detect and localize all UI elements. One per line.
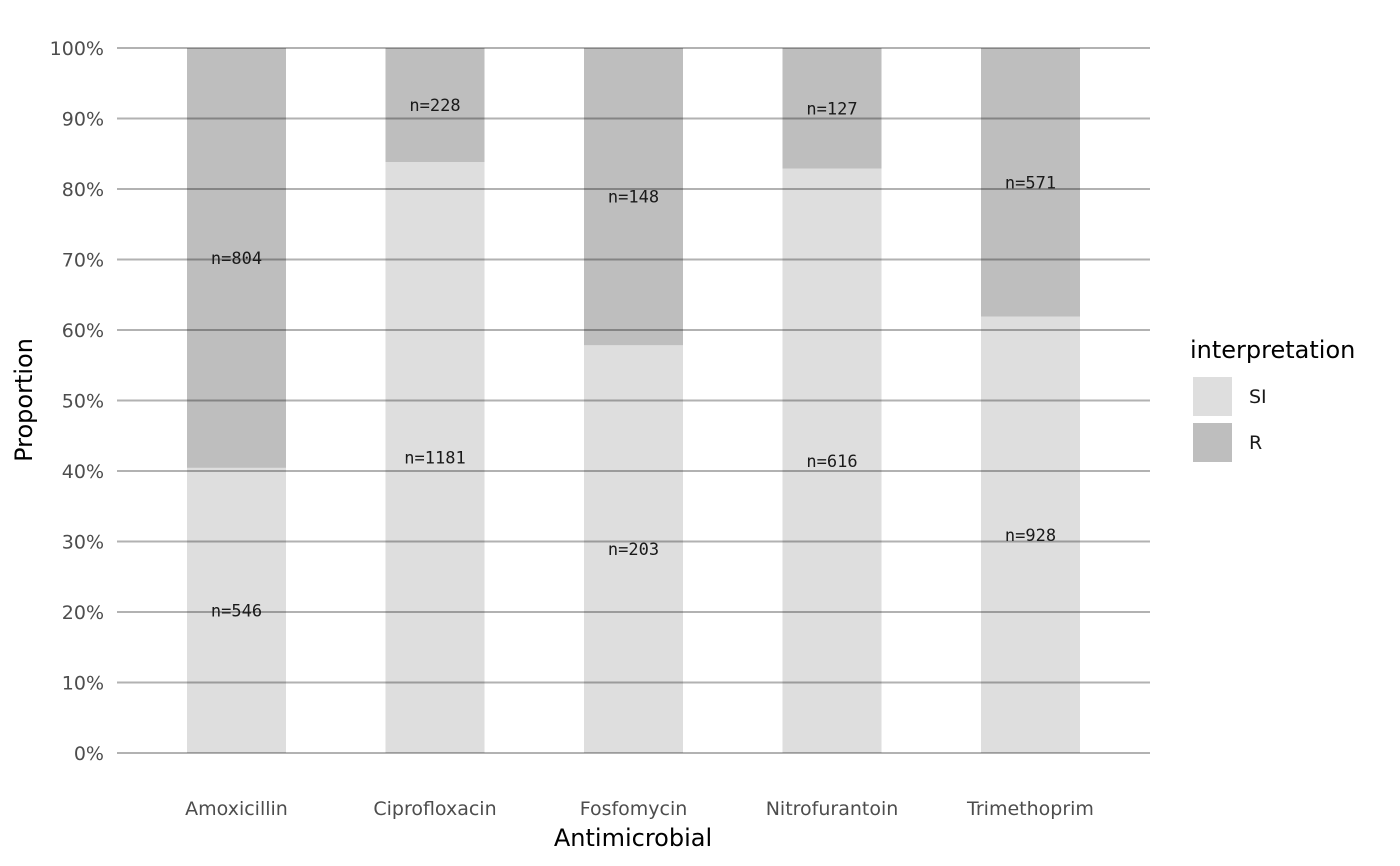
- x-tick-label: Fosfomycin: [580, 798, 688, 820]
- bar-si-fosfomycin: [584, 345, 683, 753]
- bar-si-nitrofurantoin: [782, 168, 882, 754]
- y-tick-label: 0%: [74, 743, 104, 765]
- bar-r-amoxicillin: [187, 48, 286, 468]
- count-label: n=148: [608, 188, 659, 208]
- x-tick-labels: Amoxicillin Ciprofloxacin Fosfomycin Nitrof…: [185, 798, 1094, 820]
- count-label: n=228: [409, 96, 460, 116]
- y-tick-label: 10%: [62, 673, 104, 695]
- bar-r-fosfomycin: [584, 48, 683, 346]
- x-tick-label: Ciprofloxacin: [373, 798, 496, 820]
- x-tick-label: Nitrofurantoin: [766, 798, 899, 820]
- legend-label-r: R: [1249, 432, 1262, 454]
- count-label: n=928: [1005, 526, 1056, 546]
- x-tick-label: Amoxicillin: [185, 798, 288, 820]
- count-label: n=203: [608, 540, 659, 560]
- count-label: n=616: [806, 452, 857, 472]
- legend: interpretation SI R: [1190, 336, 1355, 462]
- x-axis-title: Antimicrobial: [554, 824, 712, 852]
- y-tick-label: 90%: [62, 109, 104, 131]
- y-tick-labels: 0% 10% 20% 30% 40% 50% 60% 70% 80% 90% 100%: [50, 38, 104, 765]
- legend-label-si: SI: [1249, 386, 1267, 408]
- count-label: n=804: [211, 249, 262, 269]
- bar-r-nitrofurantoin: [782, 48, 882, 169]
- count-label: n=571: [1005, 173, 1056, 193]
- legend-key-r: [1193, 423, 1232, 462]
- x-tick-label: Trimethoprim: [966, 798, 1094, 820]
- y-tick-label: 60%: [62, 320, 104, 342]
- y-tick-label: 100%: [50, 38, 104, 60]
- legend-key-si: [1193, 377, 1232, 416]
- y-axis-title: Proportion: [10, 338, 38, 462]
- count-label: n=127: [806, 99, 857, 119]
- y-tick-label: 40%: [62, 461, 104, 483]
- y-tick-label: 80%: [62, 179, 104, 201]
- y-tick-label: 50%: [62, 391, 104, 413]
- bars-layer: [187, 48, 1080, 754]
- legend-title: interpretation: [1190, 336, 1355, 364]
- count-label: n=1181: [404, 449, 465, 469]
- bar-r-trimethoprim: [981, 48, 1080, 317]
- y-tick-label: 20%: [62, 602, 104, 624]
- gridlines: [117, 47, 1150, 754]
- bar-si-ciprofloxacin: [385, 162, 485, 753]
- bar-r-ciprofloxacin: [385, 48, 485, 163]
- bar-si-amoxicillin: [187, 467, 286, 753]
- bar-si-trimethoprim: [981, 316, 1080, 753]
- count-labels: n=546 n=804 n=1181 n=228 n=203 n=148 n=616 n=12…: [211, 96, 1056, 621]
- y-tick-label: 30%: [62, 532, 104, 554]
- y-tick-label: 70%: [62, 250, 104, 272]
- count-label: n=546: [211, 601, 262, 621]
